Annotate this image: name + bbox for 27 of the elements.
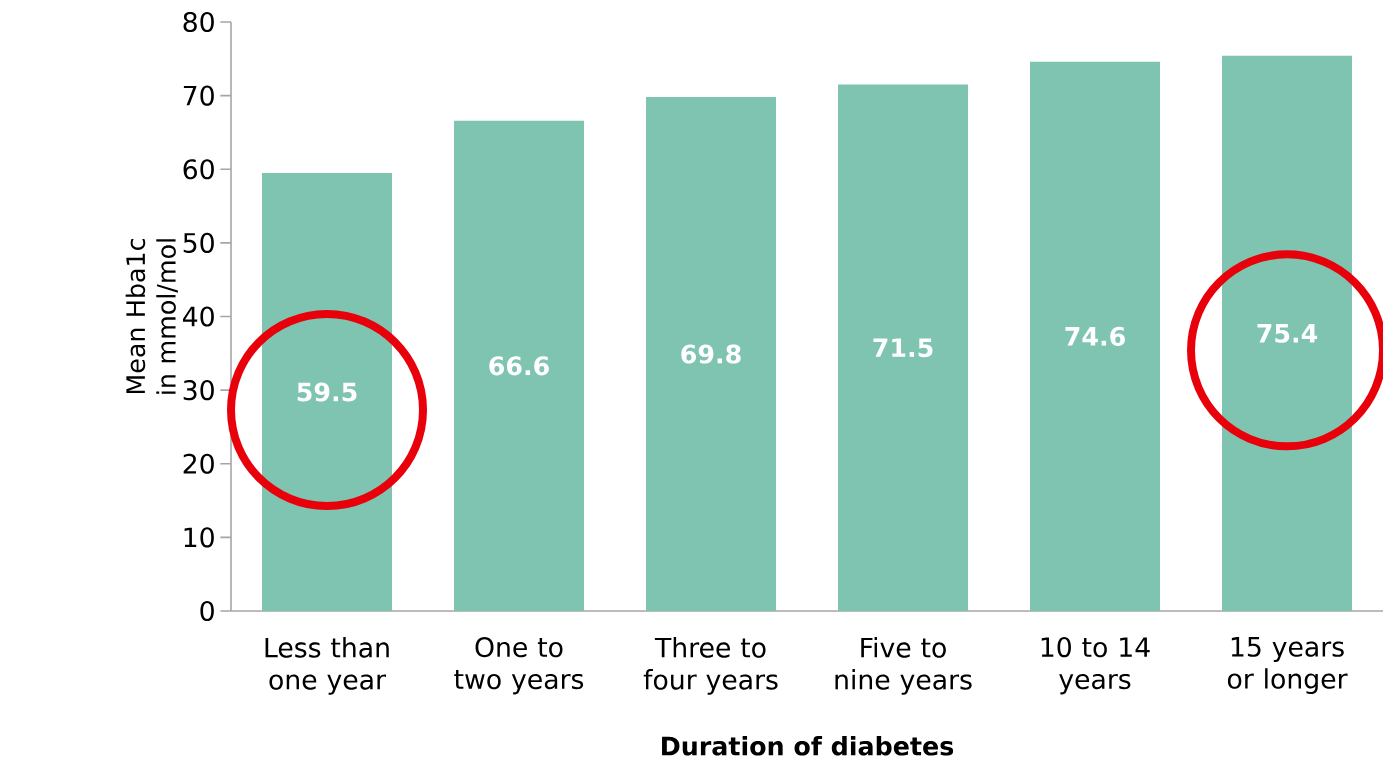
bar <box>454 120 585 611</box>
x-tick-label: One to two years <box>454 637 584 695</box>
data-label: 59.5 <box>297 382 357 402</box>
bar <box>646 97 777 611</box>
x-tick-label: Five to nine years <box>835 637 972 695</box>
y-tick-label: 0 <box>200 600 214 622</box>
y-axis-title: Mean Hba1c in mmol/mol <box>125 238 178 394</box>
data-label: 75.4 <box>1257 324 1318 343</box>
x-tick-label: Less than one year <box>265 637 389 695</box>
y-tick-label: 30 <box>183 380 214 401</box>
data-label: 71.5 <box>873 338 933 358</box>
data-label: 66.6 <box>489 356 549 376</box>
bar <box>838 84 969 611</box>
x-axis-title: Duration of diabetes <box>662 736 954 756</box>
x-tick-label: 15 years or longer <box>1227 637 1348 695</box>
bar <box>1030 61 1161 611</box>
y-tick-label: 10 <box>184 527 214 548</box>
y-tick-label: 50 <box>183 232 214 253</box>
x-tick-label: Three to four years <box>643 637 778 695</box>
x-tick-label: 10 to 14 years <box>1041 637 1150 695</box>
y-tick-label: 40 <box>182 306 214 327</box>
y-tick-label: 20 <box>183 453 214 474</box>
data-label: 69.8 <box>681 344 741 364</box>
y-tick-label: 70 <box>183 85 214 106</box>
y-tick-label: 60 <box>183 159 214 180</box>
y-tick-label: 80 <box>183 11 214 33</box>
data-label: 74.6 <box>1065 326 1125 346</box>
